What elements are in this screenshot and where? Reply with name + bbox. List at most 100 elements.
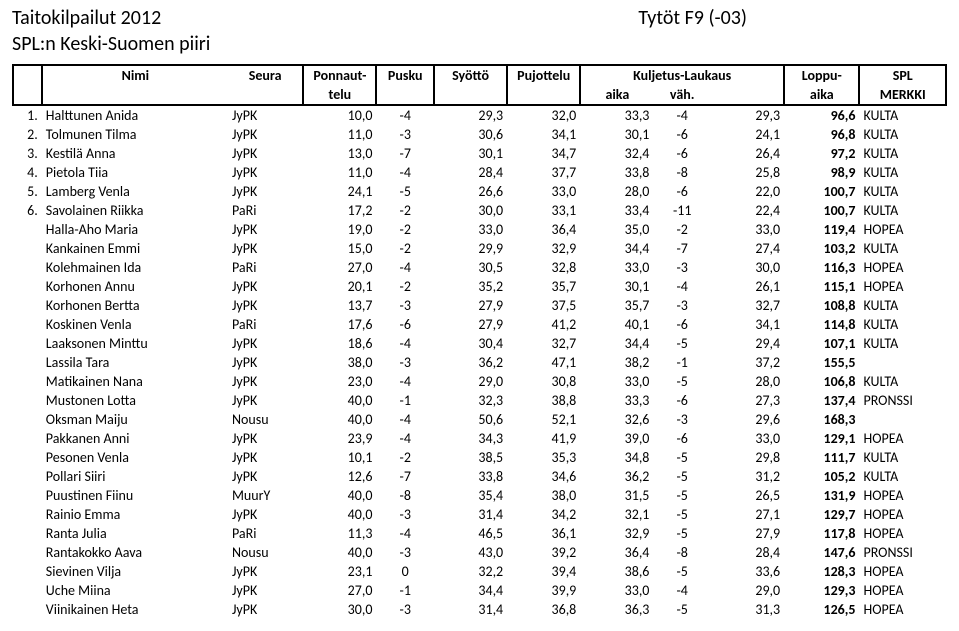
medal-cell: KULTA <box>859 315 946 334</box>
ponnaut-cell: 20,1 <box>303 277 376 296</box>
club-cell: JyPK <box>228 391 303 410</box>
table-row: 6.Savolainen RiikkaPaRi17,2-230,033,133,… <box>13 201 946 220</box>
ponnaut-cell: 10,0 <box>303 105 376 125</box>
club-cell: JyPK <box>228 163 303 182</box>
name-cell: Puustinen Fiinu <box>42 486 228 505</box>
medal-cell: HOPEA <box>859 524 946 543</box>
pujottelu-cell: 39,4 <box>507 562 580 581</box>
rank-cell <box>13 334 42 353</box>
medal-cell: KULTA <box>859 105 946 125</box>
total-cell: 137,4 <box>784 391 859 410</box>
rank-cell <box>13 220 42 239</box>
rank-cell <box>13 315 42 334</box>
kuljetus-aika-cell: 33,0 <box>580 372 653 391</box>
club-cell: JyPK <box>228 144 303 163</box>
medal-cell: KULTA <box>859 296 946 315</box>
pujottelu-cell: 38,8 <box>507 391 580 410</box>
kuljetus-final-cell: 28,0 <box>711 372 784 391</box>
table-row: Kolehmainen IdaPaRi27,0-430,532,833,0-33… <box>13 258 946 277</box>
page-subtitle: SPL:n Keski-Suomen piiri <box>12 32 947 56</box>
kuljetus-vah-cell: -4 <box>653 105 711 125</box>
pusku-cell: -3 <box>376 505 434 524</box>
name-cell: Halla-Aho Maria <box>42 220 228 239</box>
kuljetus-final-cell: 28,4 <box>711 543 784 562</box>
pujottelu-cell: 33,1 <box>507 201 580 220</box>
name-cell: Pollari Siiri <box>42 467 228 486</box>
pujottelu-cell: 33,0 <box>507 182 580 201</box>
name-cell: Kankainen Emmi <box>42 239 228 258</box>
kuljetus-vah-cell: -5 <box>653 486 711 505</box>
name-cell: Sievinen Vilja <box>42 562 228 581</box>
syotto-cell: 29,3 <box>434 105 507 125</box>
kuljetus-vah-cell: -6 <box>653 182 711 201</box>
ponnaut-cell: 19,0 <box>303 220 376 239</box>
kuljetus-vah-cell: -7 <box>653 239 711 258</box>
medal-cell: HOPEA <box>859 600 946 619</box>
table-row: Puustinen FiinuMuurY40,0-835,438,031,5-5… <box>13 486 946 505</box>
total-cell: 116,3 <box>784 258 859 277</box>
kuljetus-aika-cell: 35,7 <box>580 296 653 315</box>
total-cell: 147,6 <box>784 543 859 562</box>
syotto-cell: 50,6 <box>434 410 507 429</box>
medal-cell: KULTA <box>859 163 946 182</box>
kuljetus-aika-cell: 32,6 <box>580 410 653 429</box>
name-cell: Oksman Maiju <box>42 410 228 429</box>
syotto-cell: 28,4 <box>434 163 507 182</box>
pusku-cell: -3 <box>376 600 434 619</box>
syotto-cell: 30,4 <box>434 334 507 353</box>
club-cell: PaRi <box>228 258 303 277</box>
rank-cell <box>13 277 42 296</box>
kuljetus-final-cell: 29,4 <box>711 334 784 353</box>
rank-cell: 1. <box>13 105 42 125</box>
ponnaut-cell: 40,0 <box>303 505 376 524</box>
total-cell: 114,8 <box>784 315 859 334</box>
col-spl2: MERKKI <box>859 85 946 105</box>
ponnaut-cell: 23,0 <box>303 372 376 391</box>
kuljetus-aika-cell: 33,0 <box>580 581 653 600</box>
kuljetus-final-cell: 33,0 <box>711 220 784 239</box>
syotto-cell: 27,9 <box>434 296 507 315</box>
kuljetus-vah-cell: -5 <box>653 372 711 391</box>
club-cell: JyPK <box>228 239 303 258</box>
pujottelu-cell: 34,7 <box>507 144 580 163</box>
pujottelu-cell: 52,1 <box>507 410 580 429</box>
ponnaut-cell: 18,6 <box>303 334 376 353</box>
kuljetus-final-cell: 22,0 <box>711 182 784 201</box>
kuljetus-vah-cell: -2 <box>653 220 711 239</box>
syotto-cell: 43,0 <box>434 543 507 562</box>
kuljetus-aika-cell: 39,0 <box>580 429 653 448</box>
table-row: Lassila TaraJyPK38,0-336,247,138,2-137,2… <box>13 353 946 372</box>
pujottelu-cell: 35,3 <box>507 448 580 467</box>
col-ponnaut2: telu <box>303 85 376 105</box>
syotto-cell: 38,5 <box>434 448 507 467</box>
kuljetus-final-cell: 29,8 <box>711 448 784 467</box>
name-cell: Mustonen Lotta <box>42 391 228 410</box>
medal-cell: KULTA <box>859 334 946 353</box>
col-nimi: Nimi <box>42 65 228 85</box>
table-row: Oksman MaijuNousu40,0-450,652,132,6-329,… <box>13 410 946 429</box>
table-row: Laaksonen MinttuJyPK18,6-430,432,734,4-5… <box>13 334 946 353</box>
pusku-cell: -6 <box>376 315 434 334</box>
rank-cell <box>13 467 42 486</box>
club-cell: JyPK <box>228 125 303 144</box>
kuljetus-aika-cell: 34,4 <box>580 239 653 258</box>
col-spl: SPL <box>859 65 946 85</box>
syotto-cell: 31,4 <box>434 600 507 619</box>
table-row: Koskinen VenlaPaRi17,6-627,941,240,1-634… <box>13 315 946 334</box>
pusku-cell: -2 <box>376 201 434 220</box>
kuljetus-aika-cell: 40,1 <box>580 315 653 334</box>
kuljetus-vah-cell: -11 <box>653 201 711 220</box>
kuljetus-final-cell: 26,5 <box>711 486 784 505</box>
ponnaut-cell: 12,6 <box>303 467 376 486</box>
col-seura: Seura <box>228 65 303 85</box>
col-loppu2: aika <box>784 85 859 105</box>
club-cell: JyPK <box>228 429 303 448</box>
name-cell: Ranta Julia <box>42 524 228 543</box>
table-row: Matikainen NanaJyPK23,0-429,030,833,0-52… <box>13 372 946 391</box>
rank-cell <box>13 372 42 391</box>
name-cell: Lassila Tara <box>42 353 228 372</box>
ponnaut-cell: 11,0 <box>303 125 376 144</box>
kuljetus-vah-cell: -4 <box>653 277 711 296</box>
club-cell: JyPK <box>228 296 303 315</box>
club-cell: MuurY <box>228 486 303 505</box>
